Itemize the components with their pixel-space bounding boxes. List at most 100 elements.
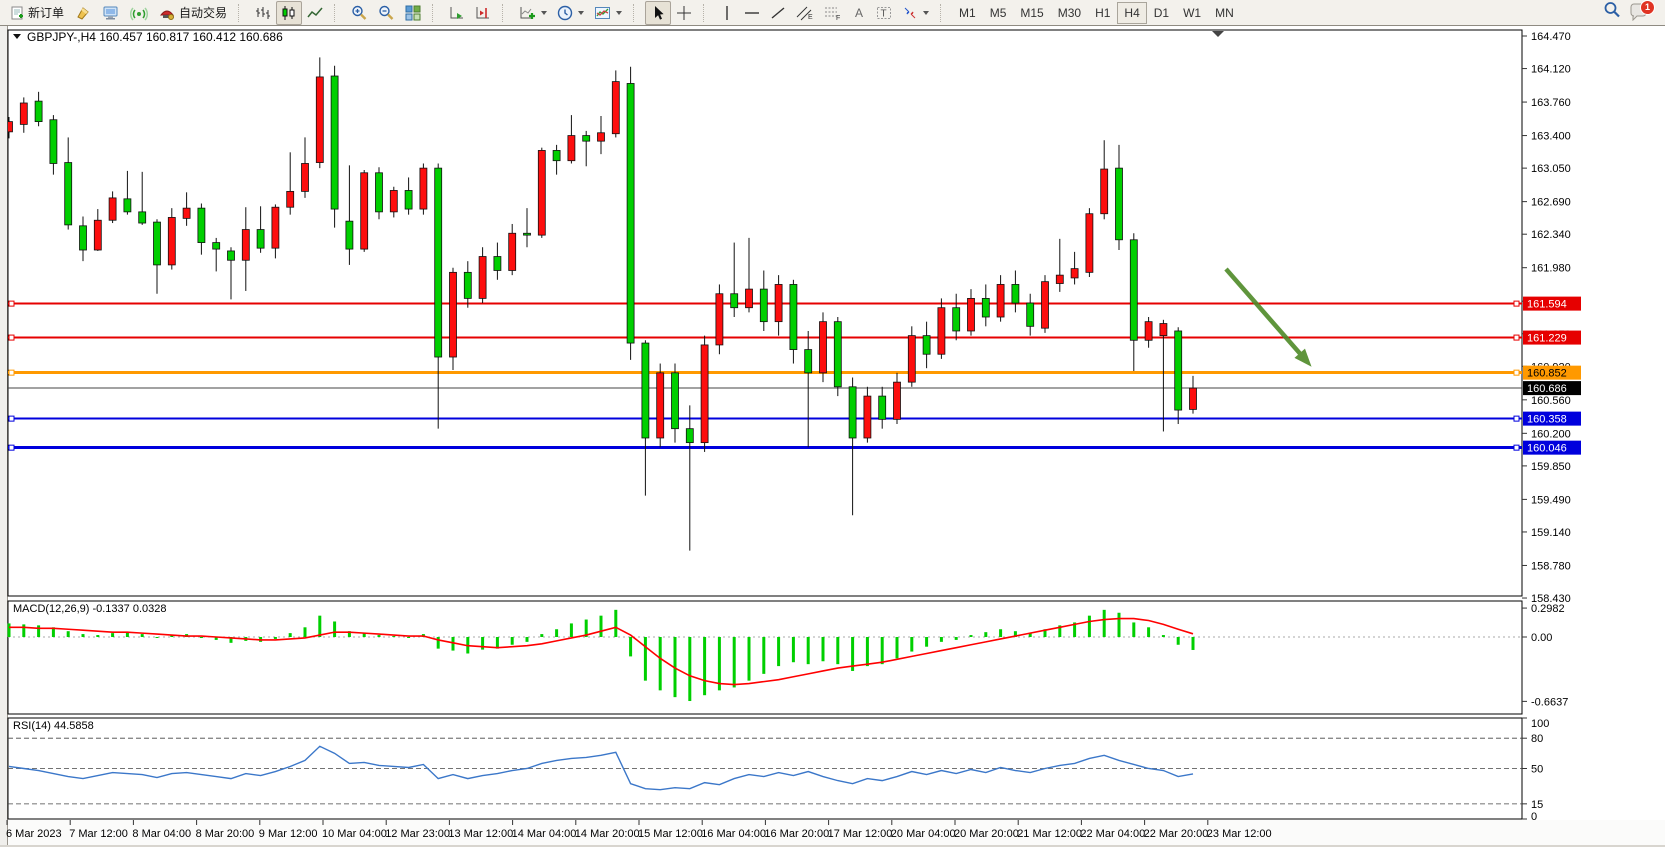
trendline-button[interactable] (765, 1, 791, 25)
candlestick-chart-button[interactable] (276, 0, 303, 25)
price-tick-label: 160.560 (1531, 395, 1571, 407)
hline-left-handle[interactable] (8, 369, 15, 376)
chart-menu-triangle[interactable] (13, 34, 21, 39)
zoom-out-button[interactable] (373, 1, 400, 25)
tile-windows-button[interactable] (400, 1, 426, 25)
arrows-button[interactable] (897, 1, 934, 25)
candle (182, 192, 191, 226)
indicators-button[interactable] (514, 1, 552, 25)
hline-right-handle[interactable] (1513, 369, 1520, 376)
price-tick-label: 163.760 (1531, 97, 1571, 109)
autotrading-button[interactable]: 自动交易 (153, 1, 232, 25)
candle-body-up (389, 190, 398, 213)
svg-text:A: A (855, 6, 863, 20)
horizontal-line-button[interactable] (739, 1, 765, 25)
candle-body-down (552, 150, 561, 162)
arrow-annotation[interactable] (1224, 267, 1312, 367)
search-button[interactable] (1603, 1, 1621, 24)
hline-right-handle[interactable] (1513, 415, 1520, 422)
chart-shift-button[interactable] (470, 1, 496, 25)
timeframe-button-W1[interactable]: W1 (1183, 5, 1202, 20)
timeframe-button-M5[interactable]: M5 (989, 5, 1007, 20)
candle-body-up (360, 172, 369, 250)
candle (789, 279, 798, 364)
macd-histogram-bar (999, 629, 1003, 637)
macd-histogram-bar (333, 621, 337, 637)
text-icon: A (855, 6, 863, 20)
hline-right-handle[interactable] (1513, 444, 1520, 451)
price-tick-label: 158.780 (1531, 560, 1571, 572)
notifications-button[interactable]: 1 (1629, 0, 1655, 23)
chart-shift-icon (476, 6, 490, 18)
text-button[interactable]: A (847, 1, 871, 25)
auto-scroll-button[interactable] (444, 1, 470, 25)
macd-histogram-bar (925, 637, 929, 647)
timeframe-button-H1[interactable]: H1 (1095, 5, 1111, 20)
timeframe-button-D1[interactable]: D1 (1153, 5, 1170, 20)
cursor-button[interactable] (645, 0, 672, 25)
candle (685, 405, 694, 551)
timeframe-button-MN[interactable]: MN (1215, 5, 1234, 20)
crosshair-button[interactable] (671, 1, 697, 25)
chevron-down-icon (541, 10, 548, 15)
line-chart-button[interactable] (302, 1, 328, 25)
zoom-in-button[interactable] (346, 1, 373, 25)
price-tag-label: 160.358 (1527, 414, 1567, 426)
candle (19, 97, 28, 133)
timeframe-button-M15[interactable]: M15 (1020, 5, 1044, 20)
candle-body-down (523, 232, 531, 236)
macd-histogram-bar (851, 637, 855, 671)
candle-body-down (878, 395, 887, 420)
candle-body-down (197, 207, 206, 243)
vertical-line-button[interactable] (715, 1, 739, 25)
channel-button[interactable]: E (791, 1, 819, 25)
timeframe-button-M1[interactable]: M1 (959, 5, 976, 20)
candle (375, 167, 383, 220)
candle (1100, 140, 1109, 220)
signals-button[interactable] (125, 1, 153, 25)
objects-group1 (514, 1, 627, 25)
candle (449, 267, 457, 371)
candle (79, 216, 87, 262)
rsi-axis-label: 100 (1531, 718, 1549, 730)
macd-histogram-bar (1013, 631, 1017, 637)
macd-histogram-bar (540, 634, 544, 637)
rsi-axis-label: 15 (1531, 799, 1543, 811)
candle-body-up (8, 121, 13, 133)
hline-right-handle[interactable] (1513, 334, 1520, 341)
svg-text:T: T (881, 8, 887, 19)
timeframe-button-H4[interactable]: H4 (1117, 1, 1147, 24)
macd-histogram-bar (910, 637, 914, 652)
bar-chart-button[interactable] (250, 1, 276, 25)
text-label-button[interactable]: T (871, 1, 897, 25)
periods-button[interactable] (552, 1, 589, 25)
new-order-button[interactable]: 新订单 (4, 1, 69, 25)
candle (878, 386, 887, 429)
fibonacci-button[interactable]: F (819, 1, 847, 25)
timeframe-button-M30[interactable]: M30 (1057, 5, 1082, 20)
chart-shift-marker[interactable] (1212, 31, 1224, 37)
candle-body-down (922, 335, 931, 355)
candle (759, 270, 768, 331)
candle (700, 335, 709, 452)
candle (153, 219, 161, 294)
macd-histogram-bar (1087, 615, 1091, 637)
candle (8, 116, 13, 139)
equidistant-channel-icon: E (796, 6, 813, 21)
hline-left-handle[interactable] (8, 334, 15, 341)
candle-body-up (774, 284, 783, 323)
hline-left-handle[interactable] (8, 300, 15, 307)
price-tag (1523, 440, 1581, 455)
tile-windows-icon (405, 5, 421, 20)
macd-histogram-bar (658, 637, 662, 691)
hline-left-handle[interactable] (8, 415, 15, 422)
terminal-button[interactable] (97, 1, 125, 25)
chevron-down-icon (578, 10, 585, 15)
hline-right-handle[interactable] (1513, 300, 1520, 307)
gold-tag-button[interactable] (69, 1, 97, 25)
templates-button[interactable] (589, 1, 627, 25)
price-tag (1523, 365, 1581, 380)
hline-left-handle[interactable] (8, 444, 15, 451)
candle-body-up (967, 298, 975, 332)
